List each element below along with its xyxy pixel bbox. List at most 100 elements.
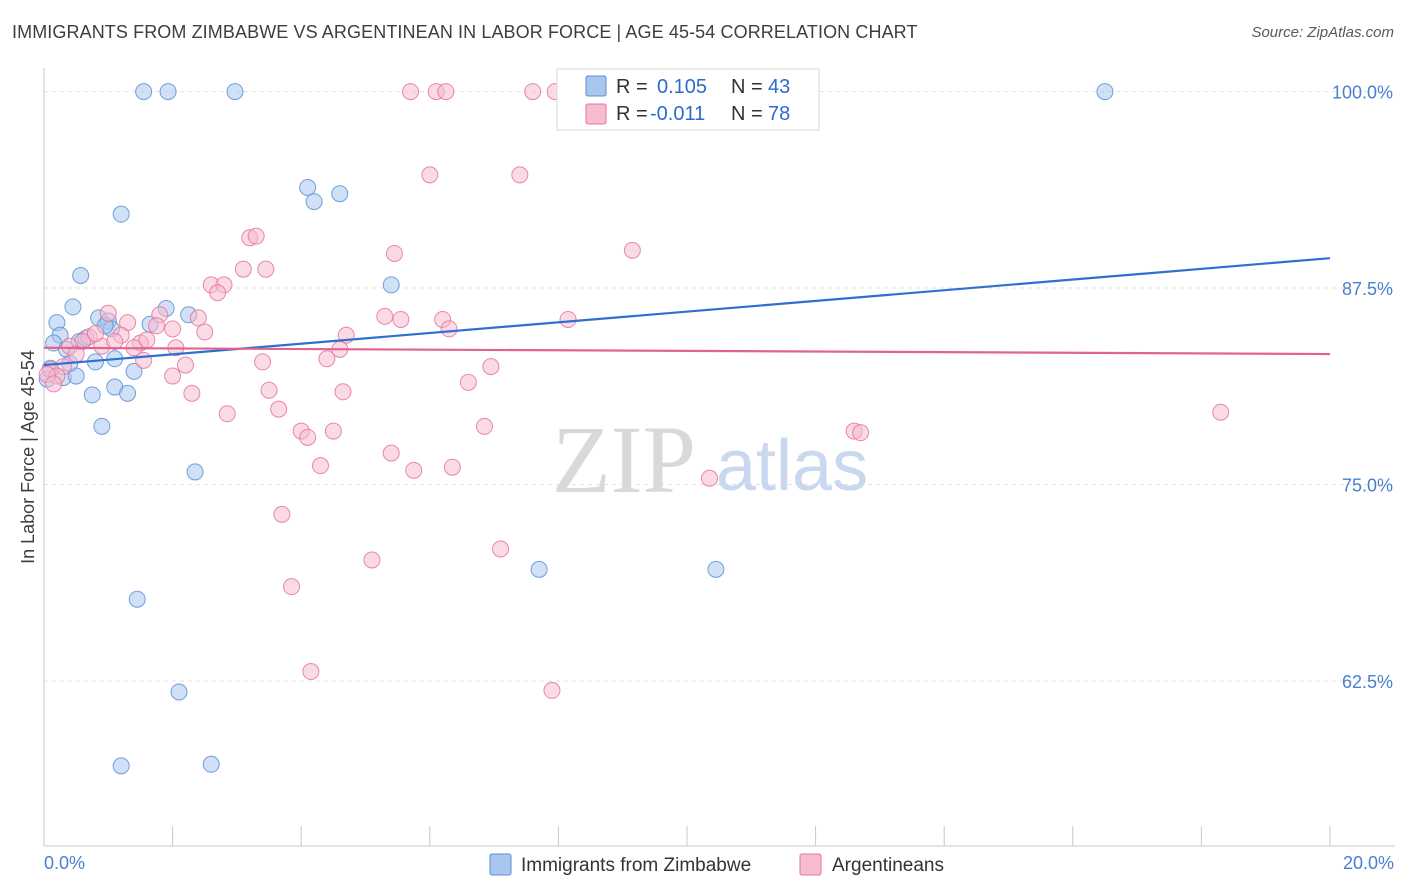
legend-r-label-pink: R =: [616, 103, 648, 125]
point-argentineans: [311, 457, 329, 475]
point-zimbabwe: [331, 185, 349, 203]
point-zimbabwe: [119, 384, 137, 402]
legend-n-value-blue: 43: [768, 76, 790, 98]
series-legend-label-zimbabwe: Immigrants from Zimbabwe: [521, 855, 751, 876]
point-argentineans: [443, 458, 461, 476]
stats-legend: R = 0.105 N = 43 R = -0.011 N = 78: [556, 68, 820, 131]
point-argentineans: [196, 323, 214, 341]
legend-r-label-blue: R =: [616, 76, 648, 98]
point-zimbabwe: [64, 298, 82, 316]
point-argentineans: [392, 310, 410, 328]
chart-title: IMMIGRANTS FROM ZIMBABWE VS ARGENTINEAN …: [12, 22, 918, 42]
point-zimbabwe: [112, 757, 130, 775]
point-argentineans: [176, 356, 194, 374]
point-zimbabwe: [305, 193, 323, 211]
series-legend-swatch-zimbabwe: [489, 853, 512, 876]
point-zimbabwe: [1096, 83, 1114, 101]
legend-r-value-pink: -0.011: [650, 103, 705, 125]
trend-layer: [43, 257, 1331, 367]
point-argentineans: [45, 375, 63, 393]
point-argentineans: [270, 400, 288, 418]
y-axis-label: In Labor Force | Age 45-54: [18, 350, 38, 564]
point-argentineans: [209, 284, 227, 302]
point-argentineans: [254, 353, 272, 371]
point-zimbabwe: [83, 386, 101, 404]
point-argentineans: [135, 351, 153, 369]
point-argentineans: [164, 367, 182, 385]
point-argentineans: [148, 317, 166, 335]
point-argentineans: [189, 309, 207, 327]
point-argentineans: [405, 461, 423, 479]
point-argentineans: [459, 373, 477, 391]
point-argentineans: [273, 505, 291, 523]
point-argentineans: [183, 384, 201, 402]
legend-r-value-blue: 0.105: [657, 76, 707, 98]
point-zimbabwe: [202, 755, 220, 773]
series-legend-swatch-argentineans: [799, 853, 822, 876]
watermark: ZIP atlas: [552, 406, 868, 513]
point-argentineans: [299, 428, 317, 446]
point-argentineans: [543, 681, 561, 699]
point-argentineans: [106, 332, 124, 350]
point-argentineans: [492, 540, 510, 558]
point-argentineans: [324, 422, 342, 440]
y-tick-label: 62.5%: [1342, 672, 1393, 692]
point-argentineans: [283, 578, 301, 596]
legend-n-label-pink: N =: [731, 103, 763, 125]
point-argentineans: [701, 469, 719, 487]
point-argentineans: [334, 383, 352, 401]
point-zimbabwe: [112, 205, 130, 223]
legend-swatch-blue: [585, 75, 607, 97]
y-tick-label: 75.0%: [1342, 476, 1393, 496]
grid-layer: [44, 91, 1395, 682]
point-argentineans: [385, 244, 403, 262]
x-tick-marks: [43, 826, 1331, 846]
point-argentineans: [260, 381, 278, 399]
series-legend: Immigrants from Zimbabwe Argentineans: [489, 853, 944, 876]
point-argentineans: [559, 310, 577, 328]
legend-n-label-blue: N =: [731, 76, 763, 98]
point-zimbabwe: [299, 178, 317, 196]
point-zimbabwe: [707, 560, 725, 578]
y-tick-label: 87.5%: [1342, 279, 1393, 299]
point-zimbabwe: [125, 362, 143, 380]
point-zimbabwe: [128, 590, 146, 608]
points-layer: [38, 83, 1230, 775]
point-zimbabwe: [159, 83, 177, 101]
point-zimbabwe: [72, 266, 90, 284]
point-argentineans: [524, 83, 542, 101]
point-argentineans: [247, 227, 265, 245]
series-legend-label-argentineans: Argentineans: [832, 855, 944, 876]
watermark-atlas: atlas: [716, 426, 868, 506]
point-argentineans: [623, 241, 641, 259]
point-zimbabwe: [530, 560, 548, 578]
point-argentineans: [511, 166, 529, 184]
legend-n-value-pink: 78: [768, 103, 790, 125]
point-zimbabwe: [186, 463, 204, 481]
point-zimbabwe: [135, 83, 153, 101]
point-zimbabwe: [382, 276, 400, 294]
trend-line-zimbabwe: [43, 257, 1331, 367]
point-argentineans: [234, 260, 252, 278]
y-tick-label: 100.0%: [1332, 83, 1393, 103]
point-zimbabwe: [93, 417, 111, 435]
point-argentineans: [376, 307, 394, 325]
point-argentineans: [86, 325, 104, 343]
watermark-zip: ZIP: [552, 406, 696, 513]
point-argentineans: [363, 551, 381, 569]
point-argentineans: [475, 417, 493, 435]
x-tick-label-max: 20.0%: [1343, 853, 1394, 873]
point-zimbabwe: [226, 83, 244, 101]
point-zimbabwe: [170, 683, 188, 701]
legend-swatch-pink: [585, 103, 607, 125]
x-tick-label-min: 0.0%: [44, 853, 85, 873]
chart-source: Source: ZipAtlas.com: [1251, 24, 1394, 41]
point-argentineans: [257, 260, 275, 278]
point-argentineans: [421, 166, 439, 184]
point-argentineans: [1212, 403, 1230, 421]
point-argentineans: [302, 663, 320, 681]
point-argentineans: [99, 304, 117, 322]
point-argentineans: [382, 444, 400, 462]
trend-line-argentineans: [43, 346, 1331, 356]
